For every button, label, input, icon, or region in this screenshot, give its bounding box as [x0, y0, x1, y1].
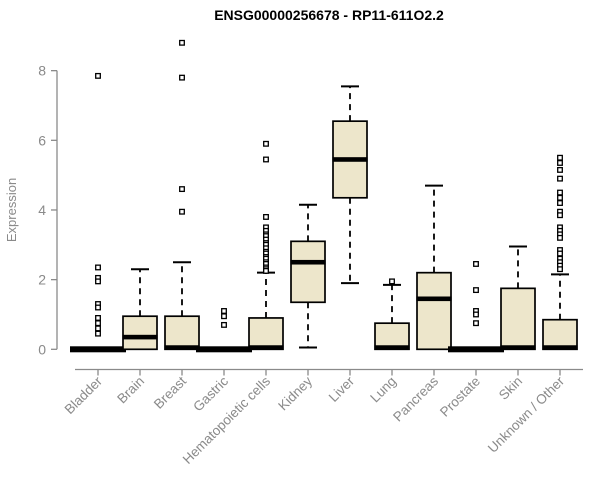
x-tick-label-gastric: Gastric: [190, 373, 231, 414]
outlier-point: [473, 320, 479, 327]
x-tick-label-skin: Skin: [496, 374, 525, 403]
boxplot-group-hematopoietic-cells: [248, 140, 284, 351]
outlier-point: [95, 330, 101, 337]
median-line: [164, 345, 200, 350]
outlier-point: [473, 311, 479, 318]
outlier-point: [95, 72, 101, 79]
outlier-point: [557, 154, 563, 161]
outlier-point: [263, 267, 269, 274]
outlier-point: [389, 278, 395, 285]
x-tick-label-liver: Liver: [326, 373, 358, 405]
x-tick-label-pancreas: Pancreas: [390, 373, 441, 424]
outlier-point: [557, 189, 563, 196]
outlier-point: [557, 266, 563, 273]
outlier-point: [179, 74, 185, 81]
outlier-point: [263, 156, 269, 163]
boxplot-group-bladder: [70, 72, 126, 353]
outlier-point: [221, 308, 227, 314]
y-tick-label: 8: [38, 63, 46, 79]
outlier-point: [557, 160, 563, 166]
outlier-point: [473, 261, 479, 267]
boxplot-group-gastric: [196, 308, 252, 353]
y-axis-title: Expression: [4, 178, 19, 242]
box-iqr: [416, 271, 452, 351]
box-iqr: [122, 315, 158, 351]
outlier-point: [179, 186, 185, 193]
outlier-point: [557, 212, 563, 219]
x-tick-label-bladder: Bladder: [62, 373, 106, 417]
boxplot-group-unknown-other: [542, 154, 578, 351]
y-tick-label: 2: [38, 272, 46, 288]
box-iqr: [542, 318, 578, 351]
chart-title: ENSG00000256678 - RP11-611O2.2: [214, 7, 444, 23]
median-line: [416, 296, 452, 302]
x-tick-label-brain: Brain: [114, 374, 147, 407]
box-iqr: [164, 315, 200, 351]
collapsed-box-bar: [196, 346, 252, 353]
collapsed-box-bar: [448, 346, 504, 353]
outlier-point: [557, 194, 563, 201]
outlier-point: [95, 320, 101, 327]
outlier-point: [557, 175, 563, 182]
outlier-point: [221, 321, 227, 328]
median-line: [374, 345, 410, 350]
outlier-point: [95, 325, 101, 332]
outlier-point: [95, 315, 101, 321]
median-line: [542, 345, 578, 350]
collapsed-box-bar: [70, 346, 126, 353]
boxplot-group-pancreas: [416, 184, 452, 351]
outlier-point: [557, 166, 563, 173]
boxplot-group-lung: [374, 278, 410, 351]
outlier-point: [95, 264, 101, 271]
boxplot-group-kidney: [290, 203, 326, 349]
outlier-point: [221, 313, 227, 320]
median-line: [290, 259, 326, 265]
x-tick-label-breast: Breast: [151, 373, 189, 411]
median-line: [332, 157, 368, 162]
y-tick-label: 0: [38, 341, 46, 357]
y-tick-label: 4: [38, 202, 46, 218]
box-iqr: [290, 240, 326, 304]
median-line: [248, 345, 284, 350]
boxplot-group-skin: [500, 245, 536, 351]
box-iqr: [248, 317, 284, 351]
x-tick-label-kidney: Kidney: [275, 373, 315, 413]
boxplot-group-prostate: [448, 261, 504, 353]
boxplot-group-breast: [164, 39, 200, 351]
outlier-point: [473, 287, 479, 294]
y-tick-label: 6: [38, 132, 46, 148]
outlier-point: [179, 39, 185, 46]
outlier-point: [179, 208, 185, 215]
box-iqr: [374, 322, 410, 351]
median-line: [500, 345, 536, 350]
outlier-point: [263, 140, 269, 147]
outlier-point: [557, 234, 563, 241]
outlier-point: [263, 213, 269, 220]
outlier-point: [557, 250, 563, 257]
median-line: [122, 334, 158, 340]
outlier-point: [557, 200, 563, 206]
x-tick-label-lung: Lung: [367, 374, 399, 406]
x-tick-label-prostate: Prostate: [437, 374, 483, 420]
x-tick-label-unknown-other: Unknown / Other: [485, 373, 568, 456]
outlier-point: [95, 304, 101, 311]
boxplot-group-liver: [332, 85, 368, 285]
boxplot-group-brain: [122, 268, 158, 351]
outlier-point: [95, 278, 101, 285]
box-iqr: [500, 287, 536, 351]
